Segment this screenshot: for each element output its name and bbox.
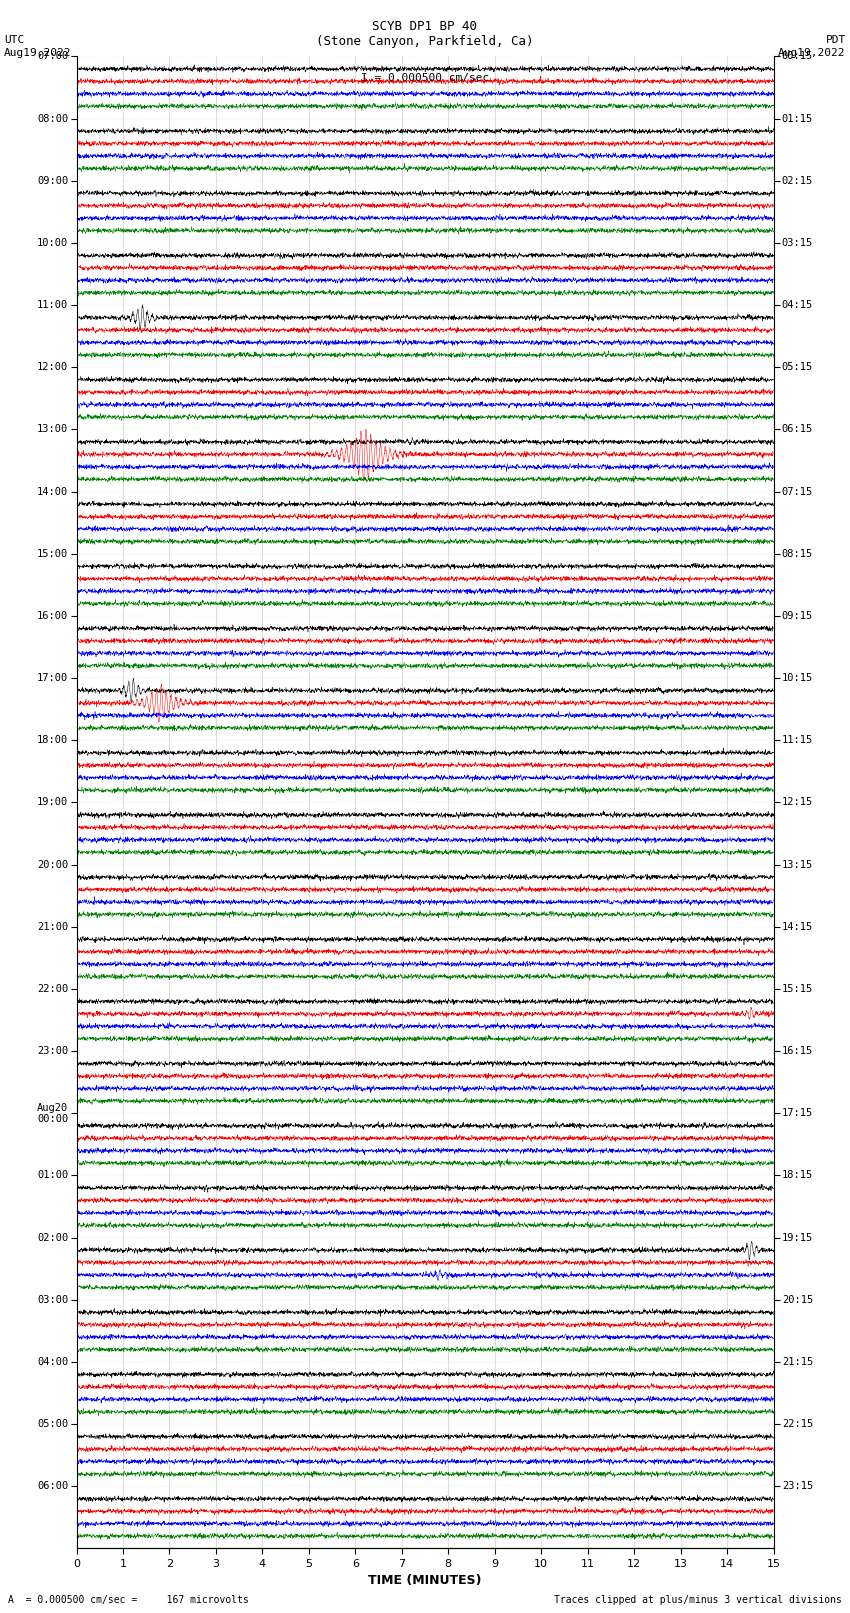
Text: A  = 0.000500 cm/sec =     167 microvolts: A = 0.000500 cm/sec = 167 microvolts [8, 1595, 249, 1605]
Text: I = 0.000500 cm/sec: I = 0.000500 cm/sec [361, 73, 489, 82]
Text: Traces clipped at plus/minus 3 vertical divisions: Traces clipped at plus/minus 3 vertical … [553, 1595, 842, 1605]
X-axis label: TIME (MINUTES): TIME (MINUTES) [368, 1574, 482, 1587]
Text: UTC
Aug19,2022: UTC Aug19,2022 [4, 35, 71, 58]
Text: PDT
Aug19,2022: PDT Aug19,2022 [779, 35, 846, 58]
Title: SCYB DP1 BP 40
(Stone Canyon, Parkfield, Ca): SCYB DP1 BP 40 (Stone Canyon, Parkfield,… [316, 21, 534, 48]
